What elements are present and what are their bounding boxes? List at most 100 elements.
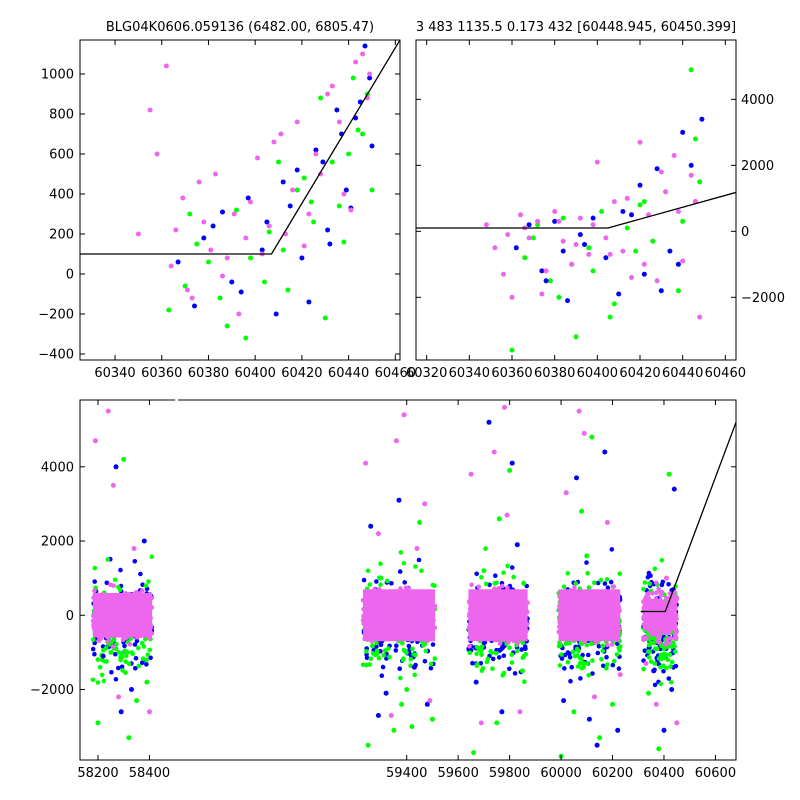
season-point — [485, 656, 491, 662]
data-point-blue — [582, 242, 587, 247]
season-point — [667, 641, 673, 646]
data-point-magenta — [624, 195, 630, 201]
season-point — [642, 580, 648, 585]
season-point — [385, 578, 390, 584]
data-point-blue — [699, 116, 705, 122]
data-point-blue — [577, 232, 583, 238]
season-point — [113, 677, 119, 682]
season-point — [368, 656, 374, 661]
data-point-green — [530, 235, 536, 241]
data-point-green — [589, 434, 595, 440]
data-point-blue — [552, 218, 558, 224]
data-point-green — [610, 701, 615, 707]
x-tick-label: 60340 — [94, 366, 135, 381]
data-point-blue — [327, 241, 333, 247]
season-point — [654, 646, 660, 652]
x-tick-label: 60340 — [449, 366, 490, 381]
season-point — [572, 584, 577, 590]
season-point — [92, 565, 98, 571]
season-point — [132, 559, 138, 564]
data-point-green — [121, 456, 127, 462]
data-point-magenta — [560, 238, 566, 244]
season-point — [482, 640, 488, 645]
season-point — [652, 682, 658, 688]
data-point-magenta — [243, 235, 249, 241]
data-point-green — [336, 203, 342, 209]
season-point — [113, 651, 118, 657]
data-point-green — [471, 750, 477, 756]
season-point — [408, 657, 414, 662]
season-point — [378, 649, 383, 654]
data-point-green — [697, 179, 703, 185]
series-blue — [100, 419, 677, 748]
y-tick-label: −400 — [38, 348, 74, 363]
data-point-magenta — [629, 275, 634, 280]
series-blue — [175, 43, 375, 317]
season-point — [647, 581, 652, 587]
season-point — [561, 584, 567, 590]
season-point — [136, 645, 141, 651]
data-point-blue — [411, 664, 417, 670]
y-tick-label: 2000 — [741, 159, 774, 174]
season-point — [668, 635, 673, 641]
season-point — [360, 662, 366, 667]
x-tick-label: 59800 — [489, 766, 530, 781]
season-point — [397, 569, 403, 574]
season-point — [119, 664, 125, 670]
data-point-magenta — [491, 449, 497, 455]
season-point — [648, 573, 653, 578]
season-point — [573, 581, 579, 586]
data-point-magenta — [637, 139, 643, 145]
season-point — [374, 640, 379, 646]
season-point — [669, 659, 675, 665]
x-tick-label: 60440 — [328, 366, 369, 381]
data-point-magenta — [563, 490, 569, 496]
data-point-green — [166, 307, 172, 313]
x-tick-label: 60460 — [375, 366, 416, 381]
data-point-magenta — [220, 273, 225, 279]
data-point-magenta — [697, 314, 703, 320]
data-point-green — [144, 679, 150, 685]
data-point-magenta — [688, 172, 694, 178]
data-point-magenta — [248, 199, 253, 205]
season-point — [568, 678, 573, 684]
data-point-blue — [654, 166, 660, 172]
data-point-green — [276, 159, 281, 165]
season-point — [557, 663, 563, 668]
season-point — [609, 547, 615, 552]
season-point — [149, 554, 155, 560]
data-point-blue — [586, 716, 592, 722]
season-point — [641, 637, 646, 642]
x-tick-label: 58200 — [77, 766, 118, 781]
data-point-magenta — [501, 271, 506, 277]
season-point — [397, 666, 403, 671]
season-point — [604, 577, 610, 582]
data-point-blue — [473, 679, 479, 685]
data-point-blue — [641, 271, 647, 277]
season-point — [95, 657, 101, 662]
data-point-magenta — [590, 222, 596, 228]
season-point — [474, 651, 479, 657]
season-point — [586, 585, 592, 590]
data-point-blue — [259, 247, 265, 253]
season-point — [505, 563, 510, 569]
y-tick-label: −200 — [38, 308, 74, 323]
season-point — [642, 648, 648, 653]
season-point — [413, 564, 418, 569]
y-tick-label: 1000 — [41, 68, 74, 83]
data-point-blue — [100, 653, 106, 659]
series-magenta — [135, 51, 373, 317]
panel-0: 60340 60360 60380 60400 60420 60440 60460 −400 −… — [38, 39, 416, 381]
season-point — [467, 650, 473, 656]
season-point — [608, 579, 614, 585]
data-point-green — [584, 553, 590, 559]
season-point — [119, 651, 125, 656]
data-point-blue — [273, 311, 279, 317]
season-point — [401, 647, 407, 653]
data-point-magenta — [576, 408, 582, 414]
season-point — [382, 648, 388, 653]
data-point-blue — [671, 486, 677, 492]
x-tick-label: 60360 — [141, 366, 182, 381]
season-point — [379, 673, 385, 678]
data-point-magenta — [375, 531, 381, 537]
